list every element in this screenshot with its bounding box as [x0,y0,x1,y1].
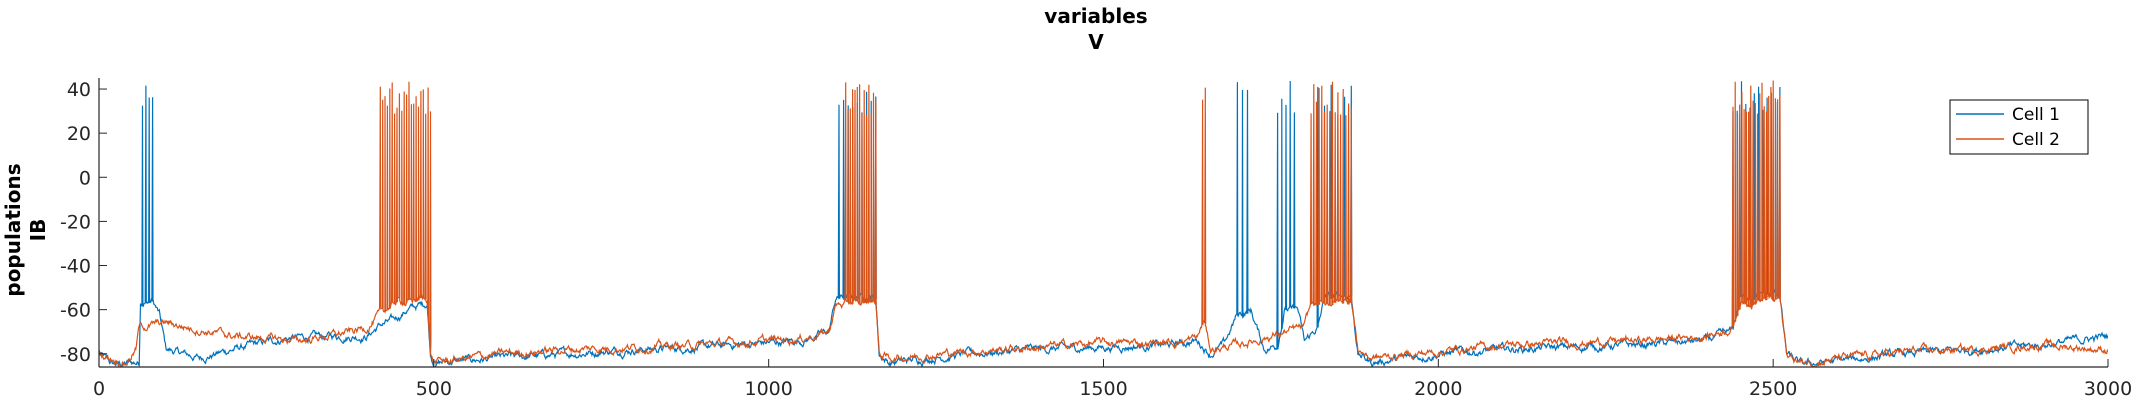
x-tick-label: 2500 [1749,378,1797,400]
legend: Cell 1 Cell 2 [1949,99,2089,155]
y-axis-label: populations IB [1,163,50,296]
chart-title-line2: V [1088,30,1104,54]
chart-title-line1: variables [1044,4,1147,28]
y-axis-label-line2: IB [26,219,50,242]
y-axis-label-line1: populations [1,163,25,296]
x-tick-label: 3000 [2084,378,2132,400]
x-tick-label: 500 [416,378,452,400]
legend-label-cell-1: Cell 1 [2012,105,2060,125]
y-tick-label: 20 [67,123,91,145]
series-line-cell-2 [99,80,2108,367]
y-tick-label: -80 [60,344,91,366]
axes: 0 500 1000 1500 2000 2500 3000 -80 -60 -40 -20 0 20 4… [60,78,2132,400]
x-tick-label: 0 [93,378,105,400]
y-tick-label: -60 [60,300,91,322]
x-tick-label: 2000 [1414,378,1462,400]
series-line-cell-1 [99,80,2108,367]
y-tick-label: 40 [67,79,91,101]
x-tick-label: 1500 [1079,378,1127,400]
x-tick-label: 1000 [744,378,792,400]
y-tick-label: -40 [60,256,91,278]
legend-box [1949,99,2089,155]
y-tick-label: 0 [79,167,91,189]
y-tick-label: -20 [60,211,91,233]
plot-area [99,80,2108,367]
legend-label-cell-2: Cell 2 [2012,130,2060,150]
